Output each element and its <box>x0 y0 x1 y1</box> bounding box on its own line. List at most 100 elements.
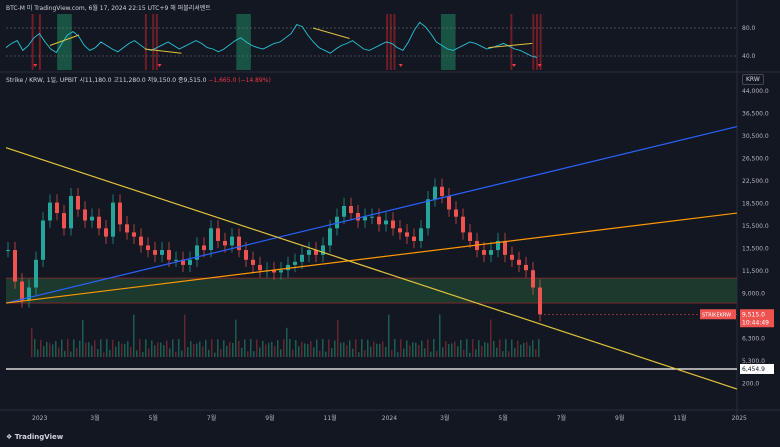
volume-bar-13 <box>70 351 72 357</box>
volume-bar-121 <box>394 339 396 357</box>
volume-bar-15 <box>76 347 78 357</box>
candle-10 <box>76 196 80 210</box>
candle-55 <box>391 220 395 229</box>
volume-bar-38 <box>145 339 147 357</box>
trendline-2 <box>5 147 738 390</box>
volume-bar-165 <box>526 342 528 357</box>
time-tick-0: 2023 <box>32 415 47 422</box>
volume-bar-77 <box>262 340 264 357</box>
volume-bar-72 <box>247 351 249 357</box>
trendline-1 <box>5 212 738 304</box>
volume-bar-169 <box>538 339 540 357</box>
candle-29 <box>209 228 213 251</box>
volume-bar-163 <box>520 344 522 357</box>
candle-18 <box>132 232 136 237</box>
volume-bar-139 <box>448 344 450 357</box>
volume-bar-16 <box>79 340 81 357</box>
time-tick-6: 2024 <box>382 415 397 422</box>
osc-red-band-8 <box>510 14 513 70</box>
volume-bar-18 <box>85 342 87 357</box>
candle-64 <box>454 209 458 217</box>
last-label-symbol: STRIKEKRW <box>702 312 731 318</box>
change-value: −1,665.0 (−14.89%) <box>208 77 271 84</box>
volume-bar-49 <box>178 339 180 357</box>
volume-bar-11 <box>64 350 66 357</box>
volume-bar-152 <box>487 343 489 357</box>
volume-bar-33 <box>130 346 132 357</box>
volume-bar-51 <box>184 314 186 357</box>
osc-red-band-0 <box>31 14 34 70</box>
time-tick-7: 3월 <box>440 414 449 422</box>
candle-8 <box>62 213 66 229</box>
price-tick-0: 44,000.0 <box>742 88 769 95</box>
volume-bar-148 <box>475 349 477 357</box>
volume-bar-25 <box>106 339 108 357</box>
volume-bar-75 <box>256 339 258 357</box>
volume-bar-102 <box>337 319 339 357</box>
volume-bar-32 <box>127 341 129 357</box>
osc-red-band-4 <box>155 14 158 70</box>
candle-65 <box>461 216 465 233</box>
volume-bar-83 <box>280 349 282 357</box>
volume-bar-74 <box>253 351 255 357</box>
volume-bar-150 <box>481 345 483 357</box>
candle-28 <box>202 245 206 251</box>
osc-y-tick-0: 80.0 <box>742 25 756 32</box>
candle-26 <box>188 259 192 265</box>
volume-bar-71 <box>244 339 246 357</box>
time-tick-8: 5월 <box>498 414 507 422</box>
volume-bar-167 <box>532 340 534 357</box>
volume-bar-14 <box>73 339 75 357</box>
candle-46 <box>328 228 332 246</box>
volume-bar-58 <box>205 339 207 357</box>
candle-12 <box>90 216 94 221</box>
volume-bar-94 <box>313 347 315 357</box>
candle-17 <box>125 224 129 233</box>
volume-bar-62 <box>217 339 219 357</box>
volume-bar-4 <box>43 346 45 357</box>
candle-23 <box>167 250 171 260</box>
volume-bar-69 <box>238 340 240 357</box>
volume-bar-103 <box>340 342 342 357</box>
osc-red-band-7 <box>393 14 396 70</box>
volume-bar-17 <box>82 319 84 357</box>
volume-bar-112 <box>367 339 369 357</box>
candle-27 <box>195 245 199 260</box>
volume-bar-91 <box>304 343 306 357</box>
volume-bar-146 <box>469 352 471 357</box>
candle-76 <box>538 287 542 315</box>
volume-bar-9 <box>58 347 60 357</box>
volume-bar-164 <box>523 342 525 357</box>
price-tick-9: 9,000.0 <box>742 291 765 298</box>
candle-70 <box>496 240 500 251</box>
volume-bar-153 <box>490 319 492 357</box>
candle-42 <box>300 254 304 262</box>
volume-bar-106 <box>349 340 351 357</box>
volume-bar-50 <box>181 350 183 357</box>
candle-40 <box>286 264 290 271</box>
time-tick-2: 5월 <box>149 414 158 422</box>
candle-38 <box>272 270 276 273</box>
volume-bar-107 <box>352 348 354 357</box>
osc-red-band-3 <box>152 14 155 70</box>
volume-bar-5 <box>46 341 48 357</box>
candle-57 <box>405 232 409 237</box>
osc-red-band-2 <box>144 14 147 70</box>
volume-bar-85 <box>286 327 288 357</box>
volume-bar-34 <box>133 314 135 357</box>
volume-bar-46 <box>169 348 171 357</box>
candle-33 <box>237 236 241 251</box>
candle-39 <box>279 270 283 273</box>
volume-bar-132 <box>427 339 429 357</box>
osc-divergence-2 <box>312 27 350 39</box>
osc-divergence-3 <box>488 42 533 49</box>
volume-bar-78 <box>265 344 267 357</box>
currency-button[interactable]: KRW <box>742 74 764 85</box>
volume-bar-104 <box>343 342 345 357</box>
volume-bar-0 <box>31 328 33 357</box>
candle-50 <box>356 213 360 221</box>
candle-30 <box>216 228 220 241</box>
volume-bar-118 <box>385 346 387 357</box>
price-tick-1: 36,500.0 <box>742 111 769 118</box>
